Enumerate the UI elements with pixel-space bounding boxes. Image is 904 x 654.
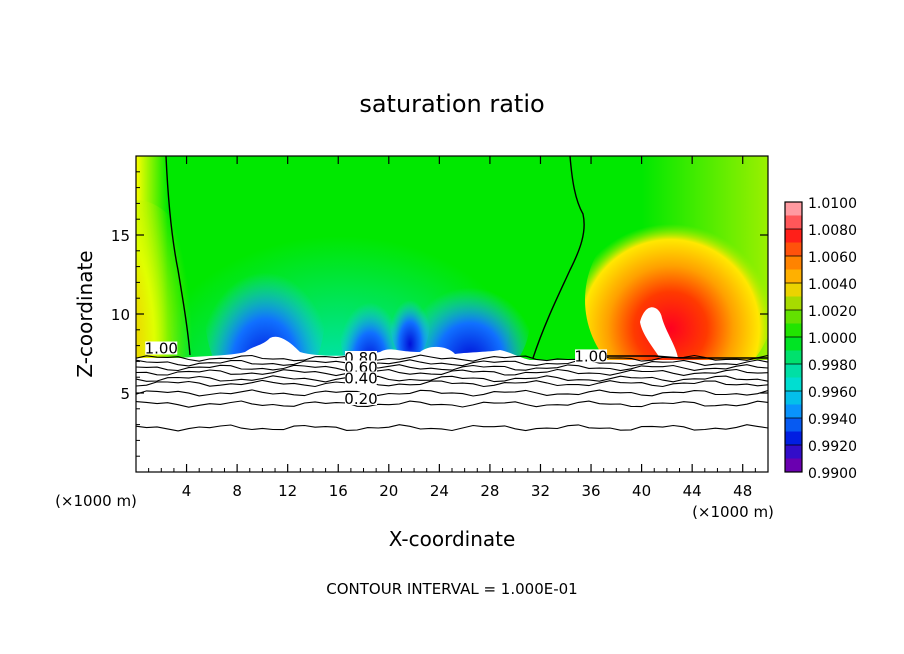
contour-label-bg [344, 392, 377, 406]
contour-line [136, 379, 768, 388]
x-unit-right: (×1000 m) [692, 503, 774, 521]
contour-label: 0.20 [344, 390, 377, 408]
contour-interval-footer: CONTOUR INTERVAL = 1.000E-01 [326, 580, 577, 598]
x-tick-label: 12 [278, 482, 297, 500]
x-tick-label: 16 [329, 482, 348, 500]
contour-label: 1.00 [574, 347, 607, 365]
colorbar-band [785, 350, 802, 365]
contour-line [136, 364, 768, 372]
contour-label-bg [344, 360, 377, 374]
contour-line [136, 400, 768, 408]
colorbar-label: 1.0000 [808, 331, 857, 347]
x-tick-label: 24 [430, 482, 449, 500]
contour-label: 0.40 [344, 370, 377, 388]
colorbar-band [785, 229, 802, 243]
contour-1.00-right [532, 155, 585, 359]
colorbar-band [785, 215, 802, 230]
colorbar: 1.0100 1.0080 1.0060 1.0040 1.0020 1.0000 0.99… [784, 196, 857, 482]
x-tick-label: 20 [379, 482, 398, 500]
colorbar-band [785, 283, 802, 297]
chart-title: saturation ratio [359, 90, 544, 118]
x-tick-label: 36 [581, 482, 600, 500]
colorbar-label: 1.0100 [808, 196, 857, 212]
contour-line [136, 368, 768, 377]
contour-lines [136, 354, 768, 432]
x-tick-label: 44 [683, 482, 702, 500]
contour-line [136, 389, 768, 397]
x-unit-left: (×1000 m) [55, 492, 137, 510]
contour-labels: 1.000.800.600.400.201.00 [145, 340, 608, 409]
x-tick-label: 32 [531, 482, 550, 500]
colorbar-band [785, 323, 802, 338]
contour-line [136, 359, 768, 367]
saturation-field [136, 156, 768, 472]
x-axis-label: X-coordinate [389, 527, 516, 551]
colorbar-band [785, 445, 802, 459]
x-axis: 4 8 12 16 20 24 28 32 36 40 44 48 [148, 156, 756, 500]
contour-line [136, 375, 768, 383]
colorbar-label: 0.9940 [808, 412, 857, 428]
colorbar-band [785, 269, 802, 284]
colorbar-band [785, 431, 802, 446]
colorbar-label: 1.0060 [808, 250, 857, 266]
contour-label-bg [344, 371, 377, 385]
colorbar-label: 1.0040 [808, 277, 857, 293]
colorbar-band [785, 242, 802, 257]
contour-label: 1.00 [145, 340, 178, 358]
colorbar-band [785, 418, 802, 432]
y-axis-label: Z-coordinate [73, 250, 97, 377]
y-tick-label: 5 [120, 385, 130, 403]
contour-1.00-left [165, 155, 191, 356]
y-tick-label: 15 [111, 227, 130, 245]
y-tick-label: 10 [111, 306, 130, 324]
colorbar-band [785, 364, 802, 378]
colorbar-label: 1.0080 [808, 223, 857, 239]
colorbar-band [785, 404, 802, 419]
colorbar-label: 0.9920 [808, 439, 857, 455]
colorbar-band [785, 256, 802, 270]
x-tick-label: 8 [232, 482, 242, 500]
colorbar-band [785, 202, 802, 216]
colorbar-band [785, 296, 802, 311]
x-tick-label: 28 [480, 482, 499, 500]
colorbar-label: 1.0020 [808, 304, 857, 320]
colorbar-band [785, 310, 802, 324]
contour-label-bg [575, 349, 608, 363]
x-tick-label: 4 [182, 482, 192, 500]
contour-label-bg [145, 341, 178, 355]
colorbar-label: 0.9960 [808, 385, 857, 401]
colorbar-band [785, 337, 802, 351]
contour-line [136, 424, 768, 432]
colorbar-band [785, 377, 802, 392]
x-tick-label: 40 [632, 482, 651, 500]
x-tick-label: 48 [733, 482, 752, 500]
colorbar-label: 0.9900 [808, 466, 857, 482]
colorbar-label: 0.9980 [808, 358, 857, 374]
contour-line [585, 355, 768, 359]
colorbar-band [785, 391, 802, 405]
y-axis: 5 10 15 [111, 171, 768, 457]
colorbar-band [785, 458, 802, 473]
